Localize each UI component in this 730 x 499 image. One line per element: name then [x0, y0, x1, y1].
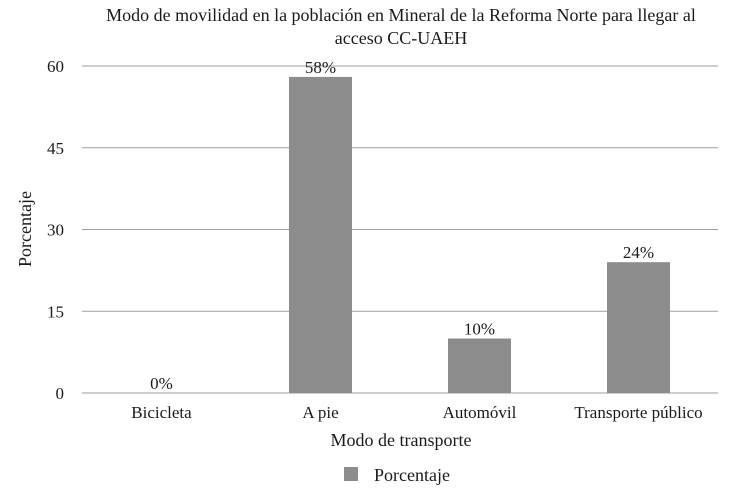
y-tick-label-30: 30 — [47, 221, 64, 240]
data-label-1: 58% — [305, 58, 336, 77]
x-tick-label-1: A pie — [302, 403, 338, 422]
x-axis-title: Modo de transporte — [331, 430, 472, 450]
x-axis-ticks: Bicicleta A pie Automóvil Transporte públic… — [131, 403, 702, 422]
bar-1 — [289, 76, 352, 394]
bar-2 — [448, 338, 511, 393]
y-tick-label-0: 0 — [56, 384, 65, 403]
y-axis-ticks: 0 15 30 45 60 — [47, 57, 64, 403]
chart-title-line-1: Modo de movilidad en la población en Min… — [106, 5, 696, 25]
y-tick-label-15: 15 — [47, 302, 64, 321]
data-label-3: 24% — [623, 243, 654, 262]
data-labels: 0% 58% 10% 24% — [150, 58, 654, 393]
data-label-2: 10% — [464, 320, 495, 339]
y-axis-title: Porcentaje — [15, 191, 35, 267]
chart-title-line-2: acceso CC-UAEH — [335, 28, 467, 48]
bars — [289, 76, 670, 394]
x-tick-label-2: Automóvil — [443, 403, 517, 422]
data-label-0: 0% — [150, 374, 173, 393]
legend-swatch — [344, 467, 358, 481]
x-tick-label-3: Transporte público — [574, 403, 702, 422]
y-tick-label-45: 45 — [47, 139, 64, 158]
legend-label: Porcentaje — [374, 465, 450, 485]
bar-3 — [607, 262, 670, 393]
x-tick-label-0: Bicicleta — [131, 403, 192, 422]
legend: Porcentaje — [344, 465, 450, 485]
y-tick-label-60: 60 — [47, 57, 64, 76]
